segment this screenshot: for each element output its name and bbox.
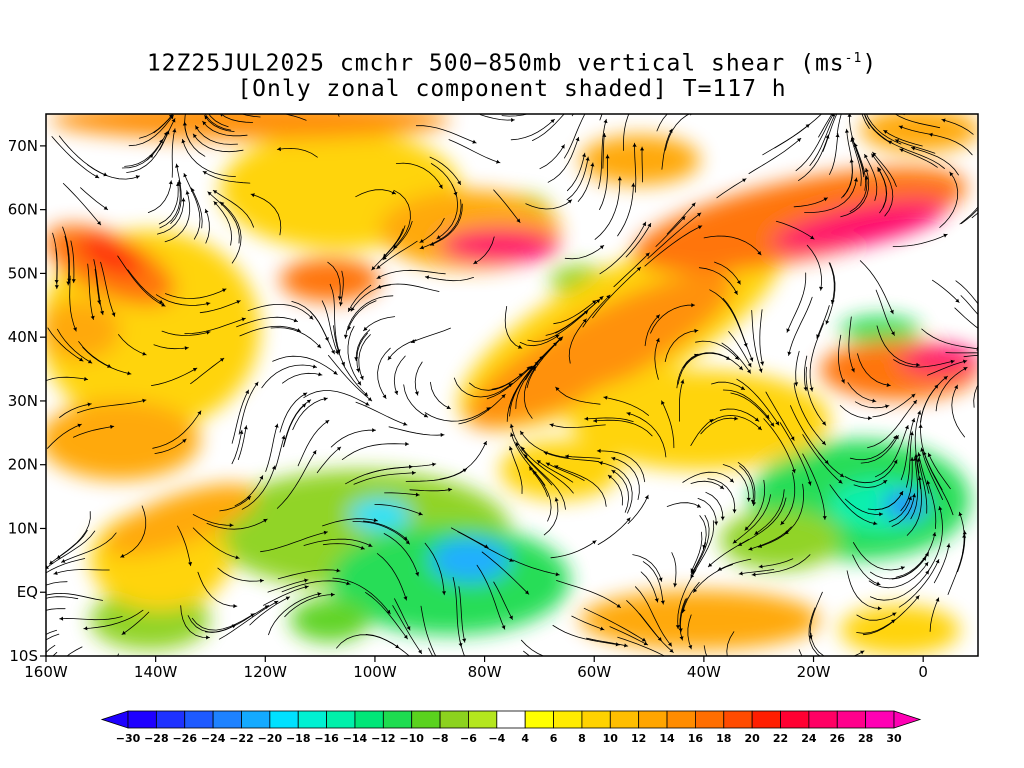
colorbar-swatch [212,710,242,729]
colorbar-swatch [751,710,781,729]
lon-tick-label: 60W [577,663,611,681]
lon-tick-label: 0 [918,663,928,681]
colorbar-label: −30 [116,732,141,745]
chart-title: 12Z25JUL2025 cmchr 500−850mb vertical sh… [146,50,878,77]
map-frame [45,113,979,657]
colorbar-swatch [609,710,640,729]
colorbar-label: −14 [343,732,368,745]
colorbar-swatch [496,710,526,729]
colorbar-swatch [695,710,725,729]
lat-tick-label: 40N [8,328,38,346]
lon-tick-label: 40W [687,663,721,681]
colorbar-label: −8 [432,732,449,745]
colorbar-label: −28 [144,732,169,745]
colorbar-swatch [638,710,668,729]
colorbar-swatch [468,710,498,729]
colorbar-swatch [354,710,384,729]
colorbar-swatch [666,710,696,729]
lat-tick-label: 60N [8,201,38,219]
lat-tick-label: 70N [8,137,38,155]
colorbar-swatch [865,710,895,729]
streamlines [46,114,978,656]
colorbar-label: 30 [886,732,902,745]
colorbar-swatch [184,710,214,729]
colorbar-min-arrow [100,710,129,729]
lat-tick-label: 10N [8,519,38,537]
colorbar-swatch [411,710,441,729]
colorbar-swatch [326,710,356,729]
colorbar-label: −6 [460,732,477,745]
colorbar-max-arrow [893,710,922,729]
colorbar-swatch [524,710,554,729]
colorbar-swatch [269,710,299,729]
colorbar-swatch [780,710,810,729]
colorbar-label: 28 [858,732,873,745]
colorbar-label: −10 [399,732,424,745]
colorbar-swatch [581,710,611,729]
colorbar-swatch [439,710,469,729]
colorbar-swatch [808,710,838,729]
colorbar-label: 12 [631,732,646,745]
colorbar: −30 −28 −26 −24 −22 −20 −18 −16 −14 −12 −10 −8 −6 −4 4… [100,710,922,745]
colorbar-label: −16 [314,732,339,745]
colorbar-label: −4 [488,732,505,745]
colorbar-swatch [382,710,413,729]
colorbar-label: 24 [801,732,817,745]
colorbar-swatch [553,710,583,729]
colorbar-label: 10 [603,732,619,745]
lat-tick-label: EQ [17,583,38,601]
colorbar-swatch [241,710,271,729]
colorbar-label: −24 [201,732,226,745]
colorbar-label: −26 [172,732,197,745]
lat-tick-label: 10S [9,647,38,665]
lon-tick-label: 80W [468,663,502,681]
colorbar-label: −20 [258,732,283,745]
lon-tick-label: 100W [353,663,397,681]
colorbar-label: 6 [550,732,558,745]
shading-layer [46,114,978,656]
lon-tick-label: 160W [24,663,68,681]
colorbar-swatch [155,710,186,729]
colorbar-label: 16 [688,732,704,745]
chart-subtitle: [Only zonal component shaded] T=117 h [237,76,787,102]
colorbar-label: 22 [773,732,788,745]
colorbar-swatch [297,710,327,729]
colorbar-label: −18 [286,732,311,745]
colorbar-label: −12 [371,732,396,745]
lat-tick-label: 20N [8,456,38,474]
colorbar-label: 14 [659,732,675,745]
lat-tick-label: 30N [8,392,38,410]
lon-tick-label: 20W [797,663,831,681]
colorbar-label: 18 [716,732,731,745]
lon-tick-label: 120W [244,663,288,681]
colorbar-swatch [723,710,753,729]
colorbar-label: 8 [578,732,586,745]
colorbar-label: 20 [744,732,760,745]
lon-tick-label: 140W [134,663,178,681]
colorbar-label: 26 [830,732,846,745]
colorbar-swatch [836,710,867,729]
colorbar-label: 4 [521,732,529,745]
lat-tick-label: 50N [8,264,38,282]
colorbar-label: −22 [229,732,254,745]
colorbar-swatch [127,710,157,729]
